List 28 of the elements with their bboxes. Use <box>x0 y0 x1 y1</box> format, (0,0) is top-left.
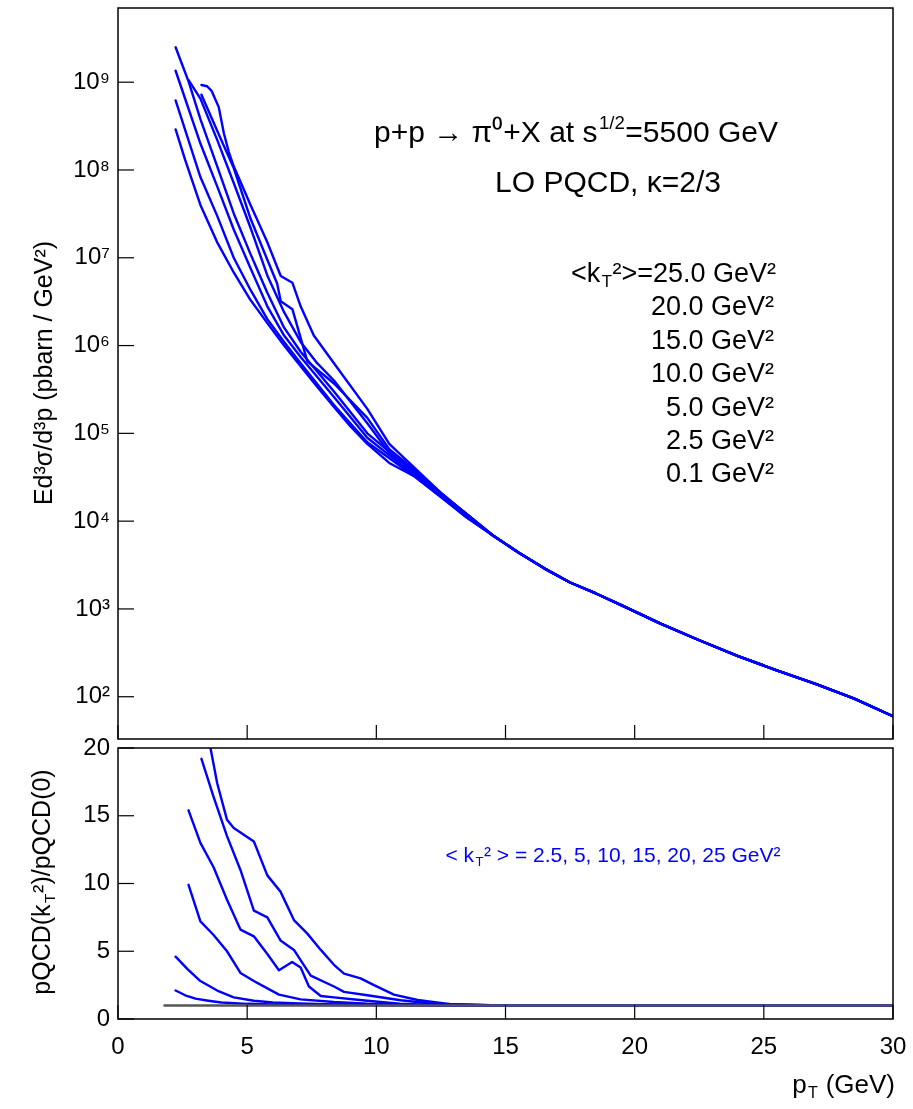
y-tick-label: 10⁶ <box>73 330 110 358</box>
y-tick-label: 10³ <box>75 593 111 621</box>
annotation: 5.0 GeV² <box>665 391 775 422</box>
x-tick-label: 30 <box>879 1032 907 1060</box>
x-tick-label: 20 <box>621 1032 649 1060</box>
y-tick-label: 5 <box>96 935 110 963</box>
annotation: 20.0 GeV² <box>650 291 775 322</box>
annotation: 15.0 GeV² <box>650 324 775 355</box>
y-tick-label: 10⁵ <box>73 417 110 445</box>
y-tick-label: 10² <box>75 681 111 709</box>
y-tick-label: 20 <box>83 732 110 760</box>
y-axis-title: Ed³σ/d³p (pbarn / GeV²) <box>29 240 57 506</box>
y-tick-label: 10 <box>83 868 110 896</box>
annotation: 0.1 GeV² <box>665 458 775 489</box>
y-tick-label: 0 <box>96 1003 110 1031</box>
y-tick-label: 10⁷ <box>74 242 110 270</box>
x-tick-label: 5 <box>240 1032 254 1060</box>
y-tick-label: 10⁴ <box>72 505 110 533</box>
x-tick-label: 25 <box>750 1032 778 1060</box>
x-tick-label: 10 <box>362 1032 390 1060</box>
y-tick-label: 15 <box>83 800 110 828</box>
y-tick-label: 10⁹ <box>73 66 110 94</box>
y-axis-title: pQCD(kT²)/pQCD(0) <box>27 769 58 995</box>
annotation: 10.0 GeV² <box>650 358 775 389</box>
y-tick-label: 10⁸ <box>73 154 110 182</box>
annotation: LO PQCD, κ=2/3 <box>495 165 721 198</box>
x-tick-label: 15 <box>492 1032 519 1060</box>
annotation: 2.5 GeV² <box>665 425 775 455</box>
